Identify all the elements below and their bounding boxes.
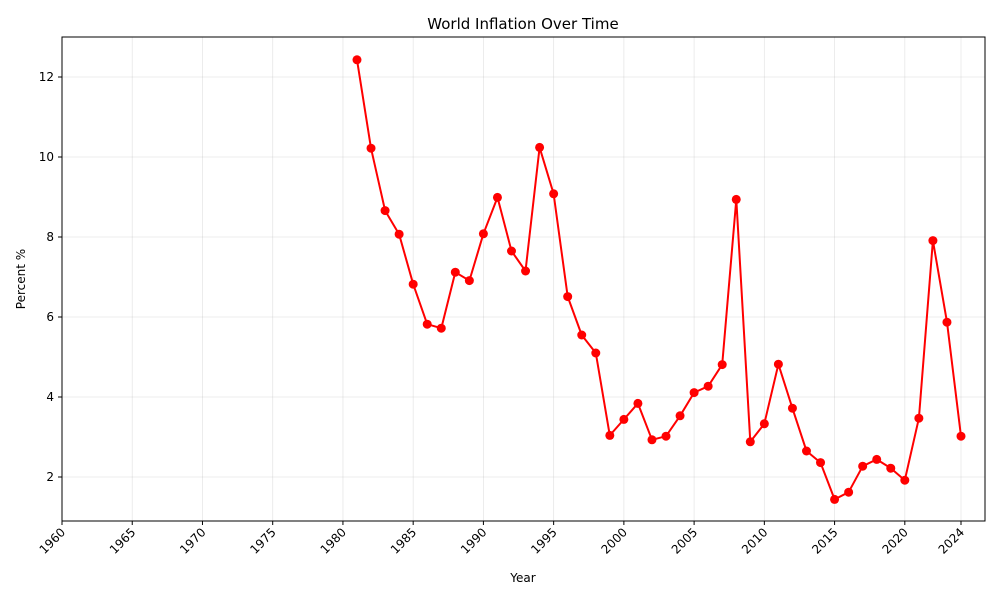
y-tick-label: 6 [46, 310, 54, 324]
y-axis-label: Percent % [14, 249, 28, 309]
data-point [928, 236, 938, 246]
data-point [577, 330, 587, 340]
data-point [366, 143, 376, 153]
data-point [661, 431, 671, 441]
y-axis: 2 4 6 8 10 12 [39, 70, 62, 484]
data-point [745, 437, 755, 447]
x-axis-label: Year [509, 571, 535, 585]
y-tick-label: 2 [46, 470, 54, 484]
data-point [703, 381, 713, 391]
data-point [408, 279, 418, 289]
data-point [858, 461, 868, 471]
data-point [352, 55, 362, 65]
data-point [521, 266, 531, 276]
chart-title: World Inflation Over Time [427, 15, 618, 33]
data-point [591, 348, 601, 358]
data-point [563, 292, 573, 302]
data-point [956, 431, 966, 441]
data-point [942, 317, 952, 327]
y-tick-label: 8 [46, 230, 54, 244]
data-point [731, 194, 741, 204]
data-point [633, 398, 643, 408]
data-point [844, 487, 854, 497]
y-tick-label: 10 [39, 150, 54, 164]
data-point [535, 142, 545, 152]
data-point [675, 411, 685, 421]
data-point [830, 494, 840, 504]
data-point [689, 388, 699, 398]
data-point [787, 403, 797, 413]
data-point [492, 192, 502, 202]
plot-area-frame [61, 36, 986, 522]
data-point [450, 267, 460, 277]
data-point [549, 189, 559, 199]
data-point [380, 206, 390, 216]
data-point [872, 454, 882, 464]
data-point [422, 319, 432, 329]
data-point [394, 229, 404, 239]
data-point [436, 323, 446, 333]
series-layer [352, 55, 966, 504]
data-point [478, 229, 488, 239]
data-point [886, 463, 896, 473]
data-point [619, 414, 629, 424]
y-tick-label: 4 [46, 390, 54, 404]
data-point [647, 435, 657, 445]
y-tick-label: 12 [39, 70, 54, 84]
data-point [801, 446, 811, 456]
data-point [816, 458, 826, 468]
data-point [605, 430, 615, 440]
data-point [464, 276, 474, 286]
data-point [759, 419, 769, 429]
data-point [717, 360, 727, 370]
data-point [914, 413, 924, 423]
data-point [900, 475, 910, 485]
data-point [507, 246, 517, 256]
data-point [773, 359, 783, 369]
